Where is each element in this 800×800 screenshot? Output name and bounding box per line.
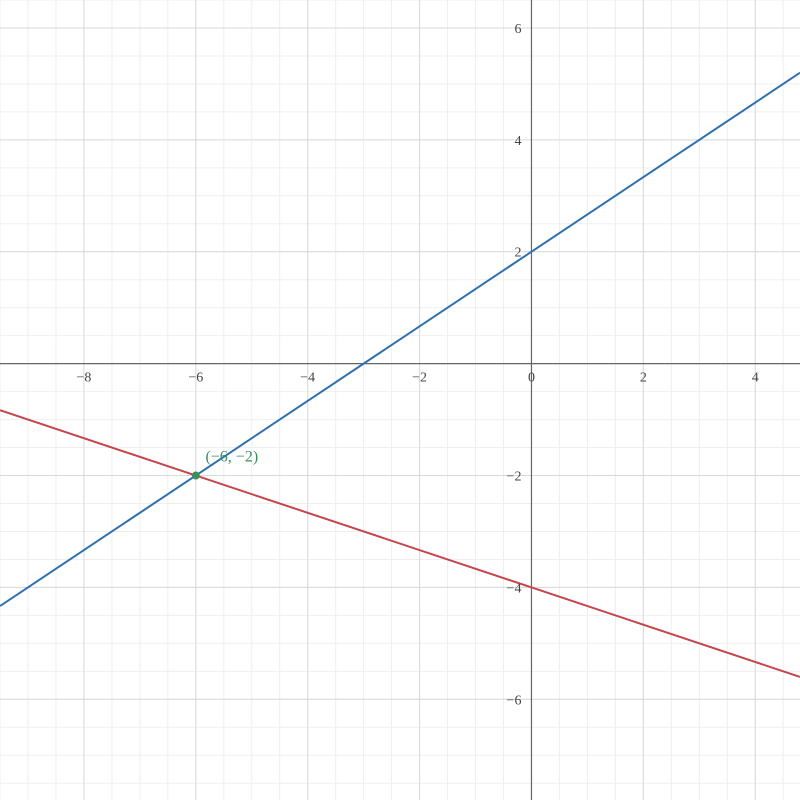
axes: [0, 0, 800, 800]
x-tick-label: 2: [640, 371, 647, 386]
x-tick-label: −4: [300, 371, 315, 386]
y-tick-label: 2: [514, 246, 521, 261]
points: (−6, −2): [192, 449, 258, 480]
y-tick-label: −2: [507, 470, 522, 485]
red-line: [0, 410, 800, 677]
plot-lines: [0, 73, 800, 677]
point-label: (−6, −2): [205, 449, 258, 466]
x-tick-label: 0: [528, 371, 535, 386]
y-tick-label: 4: [514, 134, 521, 149]
y-tick-label: −6: [507, 693, 522, 708]
major-grid: [0, 0, 800, 800]
x-tick-label: −8: [76, 371, 91, 386]
y-tick-label: −4: [507, 581, 522, 596]
coordinate-plane-chart: −8 −6 −4 −2 0 2 4 −6 −4 −2 2 4 6 (−6, −2): [0, 0, 800, 800]
x-tick-label: 4: [752, 371, 759, 386]
x-tick-label: −2: [412, 371, 427, 386]
tick-labels: −8 −6 −4 −2 0 2 4 −6 −4 −2 2 4 6: [76, 22, 758, 708]
intersection-point: [192, 472, 200, 480]
y-tick-label: 6: [514, 22, 521, 37]
blue-line: [0, 73, 800, 606]
x-tick-label: −6: [188, 371, 203, 386]
minor-grid: [0, 0, 800, 800]
